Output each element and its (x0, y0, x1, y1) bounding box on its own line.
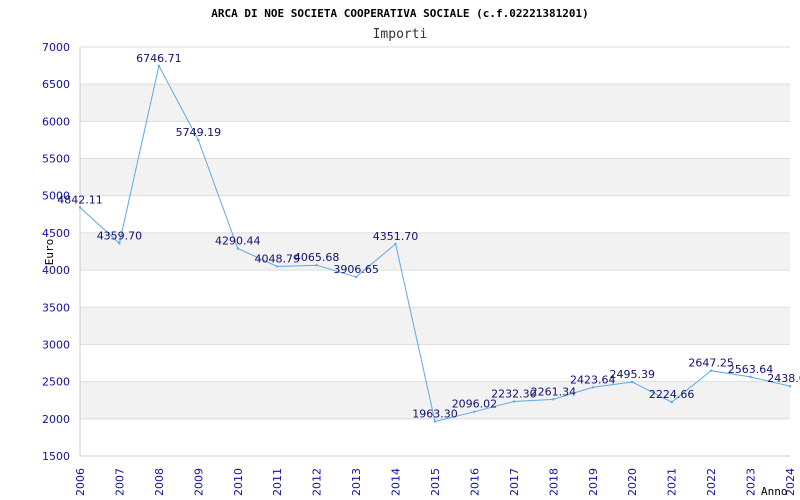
y-tick-label: 5500 (42, 153, 70, 166)
data-point (354, 275, 358, 279)
data-point (512, 400, 516, 403)
x-tick-label: 2017 (508, 468, 521, 496)
data-label: 2495.39 (609, 368, 655, 381)
grid-band (80, 381, 790, 419)
y-tick-label: 4500 (42, 227, 70, 240)
x-tick-label: 2013 (350, 468, 363, 496)
grid-band (80, 232, 790, 271)
data-point (78, 206, 82, 209)
y-tick-label: 7000 (42, 41, 70, 54)
x-tick-label: 2006 (74, 468, 87, 496)
data-point (552, 398, 555, 401)
data-point (236, 247, 239, 250)
data-point (276, 265, 279, 268)
data-point (670, 400, 673, 404)
x-axis-ticks: 2006 2007 2008 2009 2010 2011 2012 2013 2014 2015… (74, 468, 797, 496)
y-tick-label: 4000 (42, 264, 70, 277)
y-tick-label: 3500 (42, 301, 70, 314)
data-point (749, 375, 752, 379)
grid-band (80, 158, 790, 196)
chart-subtitle: Importi (373, 27, 428, 42)
data-label: 2438.01 (767, 372, 800, 385)
data-point (197, 138, 200, 142)
y-tick-label: 3000 (42, 338, 70, 351)
series (78, 64, 792, 423)
x-tick-label: 2021 (666, 468, 679, 496)
x-tick-label: 2011 (271, 468, 284, 496)
x-tick-label: 2020 (626, 468, 639, 496)
data-label: 2647.25 (688, 357, 734, 370)
data-point (315, 264, 318, 267)
data-labels: 4842.11 4359.70 6746.71 5749.19 4290.44 4048.… (57, 52, 800, 421)
data-label: 2224.66 (649, 388, 695, 401)
grid-band (80, 84, 790, 122)
x-tick-label: 2014 (390, 468, 403, 496)
data-point (394, 242, 397, 246)
grid-bands (80, 84, 790, 419)
data-label: 4359.70 (97, 229, 143, 242)
grid-band (80, 307, 790, 345)
data-label: 2423.64 (570, 373, 616, 386)
y-tick-label: 2500 (42, 376, 70, 389)
x-tick-label: 2016 (468, 468, 481, 496)
x-tick-label: 2023 (745, 468, 758, 496)
data-label: 2563.64 (728, 363, 774, 376)
x-tick-label: 2019 (587, 468, 600, 496)
grid-lines (79, 46, 790, 457)
data-label: 1963.30 (412, 408, 458, 421)
x-tick-label: 2009 (192, 468, 205, 496)
x-tick-label: 2008 (153, 468, 166, 496)
data-label: 6746.71 (136, 52, 182, 65)
data-label: 2261.34 (531, 385, 577, 398)
data-label: 4351.70 (373, 230, 419, 243)
y-tick-label: 6000 (42, 115, 70, 128)
data-point (788, 385, 792, 388)
data-point (473, 410, 476, 413)
data-point (709, 369, 713, 372)
y-tick-label: 1500 (42, 450, 70, 463)
data-label: 4048.79 (254, 252, 300, 265)
x-tick-label: 2007 (113, 468, 126, 496)
y-tick-label: 5000 (42, 190, 70, 203)
data-point (433, 420, 437, 423)
data-label: 4065.68 (294, 251, 340, 264)
y-axis-ticks: 1500 2000 2500 3000 3500 4000 4500 5000 5500 6000… (42, 41, 70, 463)
y-axis-label: Euro (43, 239, 56, 266)
x-tick-label: 2012 (311, 468, 324, 496)
data-label: 4842.11 (57, 193, 103, 206)
y-tick-label: 2000 (42, 413, 70, 426)
data-label: 5749.19 (176, 126, 222, 139)
data-point (631, 380, 634, 384)
data-point (591, 386, 594, 389)
x-tick-label: 2010 (232, 468, 245, 496)
x-tick-label: 2024 (784, 468, 797, 496)
data-label: 4290.44 (215, 234, 261, 247)
x-tick-label: 2018 (547, 468, 560, 496)
data-label: 2232.30 (491, 388, 537, 401)
data-label: 3906.65 (333, 263, 379, 276)
x-axis-label: Anno (761, 485, 788, 498)
chart-title: ARCA DI NOE SOCIETA COOPERATIVA SOCIALE … (211, 7, 589, 20)
x-tick-label: 2015 (429, 468, 442, 496)
data-label: 2096.02 (452, 398, 498, 411)
data-point (118, 242, 121, 245)
data-point (157, 64, 161, 68)
y-tick-label: 6500 (42, 78, 70, 91)
x-tick-label: 2022 (705, 468, 718, 496)
